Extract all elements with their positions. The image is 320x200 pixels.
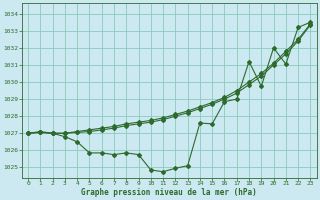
X-axis label: Graphe pression niveau de la mer (hPa): Graphe pression niveau de la mer (hPa) bbox=[81, 188, 257, 197]
